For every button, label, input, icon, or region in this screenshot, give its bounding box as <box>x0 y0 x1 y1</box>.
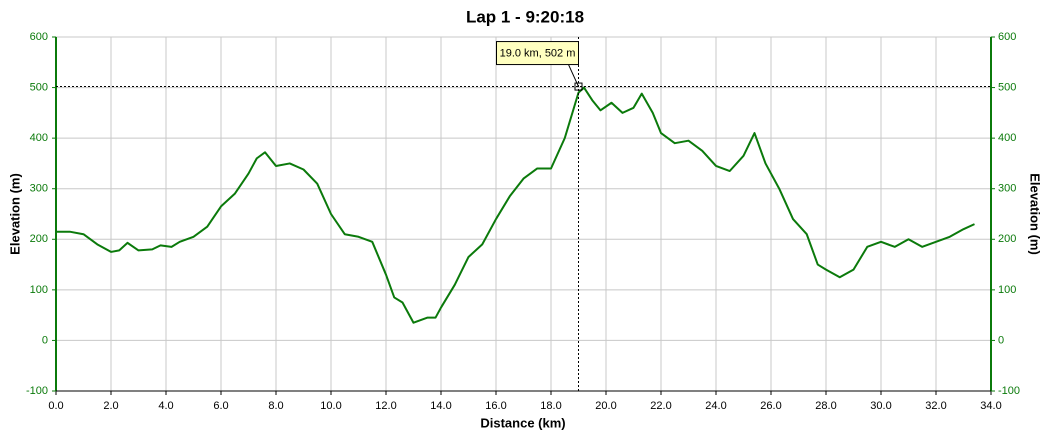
x-tick-label: 18.0 <box>540 400 561 412</box>
x-tick-label: 0.0 <box>48 400 63 412</box>
x-tick-label: 2.0 <box>103 400 118 412</box>
x-tick-label: 30.0 <box>870 400 891 412</box>
plot-area <box>56 37 991 391</box>
y2-tick-label: 400 <box>998 132 1016 144</box>
x-tick-label: 14.0 <box>430 400 451 412</box>
x-tick-label: 22.0 <box>650 400 671 412</box>
y2-tick-label: 0 <box>998 334 1004 346</box>
x-tick-label: 12.0 <box>375 400 396 412</box>
x-tick-label: 34.0 <box>980 400 1001 412</box>
x-tick-label: 8.0 <box>268 400 283 412</box>
y-tick-label: 500 <box>30 81 48 93</box>
x-tick-label: 16.0 <box>485 400 506 412</box>
y2-tick-label: 100 <box>998 284 1016 296</box>
x-tick-label: 26.0 <box>760 400 781 412</box>
y-tick-label: 400 <box>30 132 48 144</box>
x-axis-label: Distance (km) <box>480 415 565 430</box>
y2-tick-label: 300 <box>998 183 1016 195</box>
y2-tick-label: 500 <box>998 81 1016 93</box>
x-tick-label: 24.0 <box>705 400 726 412</box>
y-tick-label: 0 <box>42 334 48 346</box>
y2-tick-label: -100 <box>998 385 1020 397</box>
y2-tick-label: 200 <box>998 233 1016 245</box>
tooltip-pointer <box>568 64 579 87</box>
tooltip-label: 19.0 km, 502 m <box>500 47 576 59</box>
y-tick-label: 100 <box>30 284 48 296</box>
x-tick-label: 28.0 <box>815 400 836 412</box>
x-tick-label: 20.0 <box>595 400 616 412</box>
tooltip-box <box>496 41 579 66</box>
elevation-line <box>56 86 975 324</box>
y-tick-label: 300 <box>30 183 48 195</box>
x-tick-label: 10.0 <box>320 400 341 412</box>
y-tick-label: 600 <box>30 31 48 43</box>
y2-tick-label: 600 <box>998 31 1016 43</box>
x-tick-label: 32.0 <box>925 400 946 412</box>
x-tick-label: 6.0 <box>213 400 228 412</box>
y2-axis-label: Elevation (m) <box>1028 173 1043 255</box>
y-axis-label: Elevation (m) <box>7 173 22 255</box>
y-tick-label: 200 <box>30 233 48 245</box>
x-tick-label: 4.0 <box>158 400 173 412</box>
cursor-marker <box>574 82 583 91</box>
chart-title: Lap 1 - 9:20:18 <box>466 7 584 26</box>
y-tick-label: -100 <box>26 385 48 397</box>
